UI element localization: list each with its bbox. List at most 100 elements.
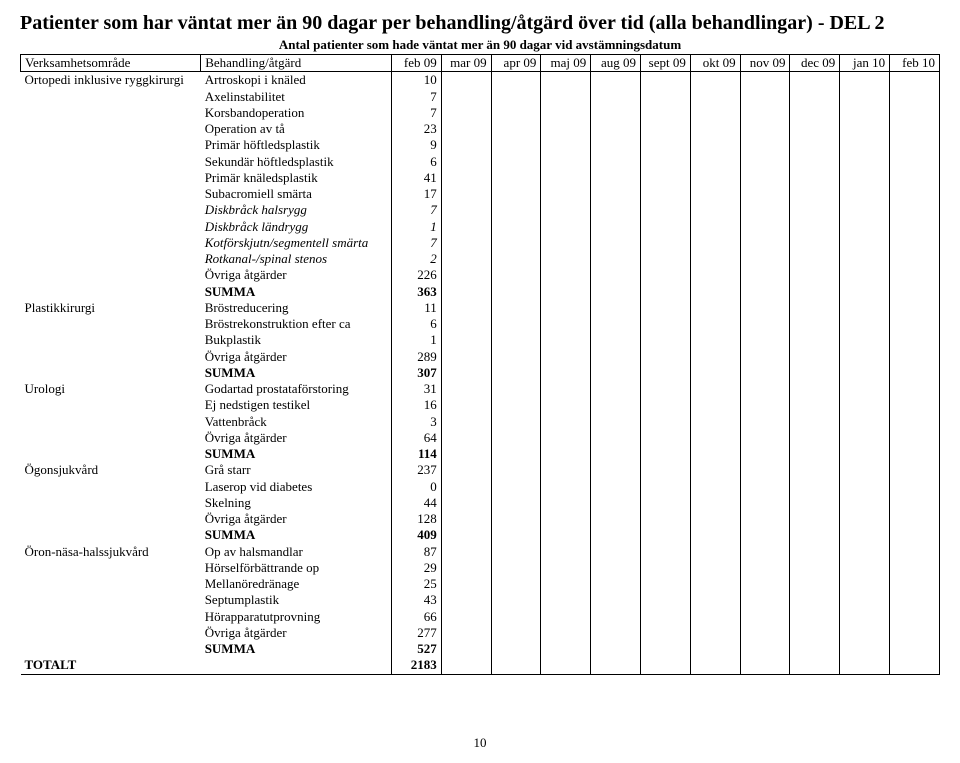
cell-month xyxy=(491,657,541,674)
cell-month xyxy=(641,495,691,511)
cell-month xyxy=(740,154,790,170)
cell-month xyxy=(790,560,840,576)
cell-month xyxy=(541,511,591,527)
cell-treatment: Ej nedstigen testikel xyxy=(201,397,392,413)
cell-month xyxy=(690,154,740,170)
cell-month xyxy=(690,625,740,641)
cell-month xyxy=(441,154,491,170)
cell-month xyxy=(890,397,940,413)
col-header-area: Verksamhetsområde xyxy=(21,55,201,72)
cell-month xyxy=(890,316,940,332)
cell-month xyxy=(491,316,541,332)
table-row: Rotkanal-/spinal stenos2 xyxy=(21,251,940,267)
cell-month: 10 xyxy=(391,72,441,89)
cell-month xyxy=(690,446,740,462)
col-header-month-2: apr 09 xyxy=(491,55,541,72)
cell-month xyxy=(541,170,591,186)
cell-month xyxy=(641,609,691,625)
col-header-month-4: aug 09 xyxy=(591,55,641,72)
cell-treatment: Laserop vid diabetes xyxy=(201,479,392,495)
cell-area: Öron-näsa-halssjukvård xyxy=(21,544,201,560)
cell-month xyxy=(840,381,890,397)
cell-month xyxy=(641,414,691,430)
table-row: SUMMA114 xyxy=(21,446,940,462)
cell-month xyxy=(591,349,641,365)
cell-month xyxy=(441,544,491,560)
cell-treatment: Axelinstabilitet xyxy=(201,89,392,105)
table-row: Primär knäledsplastik41 xyxy=(21,170,940,186)
table-row: Hörselförbättrande op29 xyxy=(21,560,940,576)
cell-month xyxy=(491,544,541,560)
cell-month xyxy=(890,105,940,121)
cell-month xyxy=(441,267,491,283)
cell-month xyxy=(641,300,691,316)
cell-month xyxy=(690,267,740,283)
cell-month xyxy=(541,560,591,576)
cell-month xyxy=(541,202,591,218)
cell-month xyxy=(441,72,491,89)
cell-month xyxy=(840,414,890,430)
cell-month xyxy=(690,284,740,300)
cell-month xyxy=(890,641,940,657)
cell-month xyxy=(591,137,641,153)
cell-month xyxy=(840,609,890,625)
cell-month xyxy=(591,235,641,251)
cell-month xyxy=(441,495,491,511)
cell-month xyxy=(790,511,840,527)
cell-month xyxy=(591,284,641,300)
cell-month xyxy=(790,202,840,218)
cell-month xyxy=(641,397,691,413)
cell-month xyxy=(740,316,790,332)
cell-month xyxy=(840,527,890,543)
cell-month xyxy=(790,121,840,137)
table-row: SUMMA409 xyxy=(21,527,940,543)
cell-month: 64 xyxy=(391,430,441,446)
cell-month xyxy=(790,219,840,235)
table-row: Mellanöredränage25 xyxy=(21,576,940,592)
cell-area xyxy=(21,527,201,543)
cell-month xyxy=(790,332,840,348)
cell-month xyxy=(491,641,541,657)
cell-month xyxy=(840,89,890,105)
cell-month xyxy=(840,202,890,218)
cell-month xyxy=(441,105,491,121)
cell-month xyxy=(441,170,491,186)
cell-month xyxy=(740,332,790,348)
cell-month xyxy=(591,397,641,413)
cell-month: 277 xyxy=(391,625,441,641)
cell-month xyxy=(541,430,591,446)
cell-month xyxy=(790,349,840,365)
cell-area xyxy=(21,495,201,511)
cell-month xyxy=(890,462,940,478)
cell-month xyxy=(491,332,541,348)
cell-month xyxy=(591,462,641,478)
cell-month xyxy=(740,349,790,365)
col-header-month-5: sept 09 xyxy=(641,55,691,72)
table-row: Septumplastik43 xyxy=(21,592,940,608)
cell-month xyxy=(840,576,890,592)
cell-month xyxy=(541,72,591,89)
cell-month xyxy=(790,462,840,478)
cell-month xyxy=(491,251,541,267)
cell-month: 7 xyxy=(391,202,441,218)
table-row: Diskbråck ländrygg1 xyxy=(21,219,940,235)
cell-month xyxy=(740,397,790,413)
cell-month xyxy=(740,576,790,592)
cell-month xyxy=(690,544,740,560)
cell-area xyxy=(21,349,201,365)
cell-month xyxy=(541,89,591,105)
cell-month: 17 xyxy=(391,186,441,202)
table-row: Laserop vid diabetes0 xyxy=(21,479,940,495)
page-title: Patienter som har väntat mer än 90 dagar… xyxy=(20,12,940,35)
cell-area xyxy=(21,284,201,300)
cell-month xyxy=(890,625,940,641)
cell-month xyxy=(641,235,691,251)
table-row: Övriga åtgärder289 xyxy=(21,349,940,365)
cell-month xyxy=(840,511,890,527)
cell-month: 527 xyxy=(391,641,441,657)
cell-month: 2183 xyxy=(391,657,441,674)
cell-month xyxy=(690,381,740,397)
cell-month xyxy=(541,284,591,300)
cell-month xyxy=(441,186,491,202)
cell-month xyxy=(690,251,740,267)
